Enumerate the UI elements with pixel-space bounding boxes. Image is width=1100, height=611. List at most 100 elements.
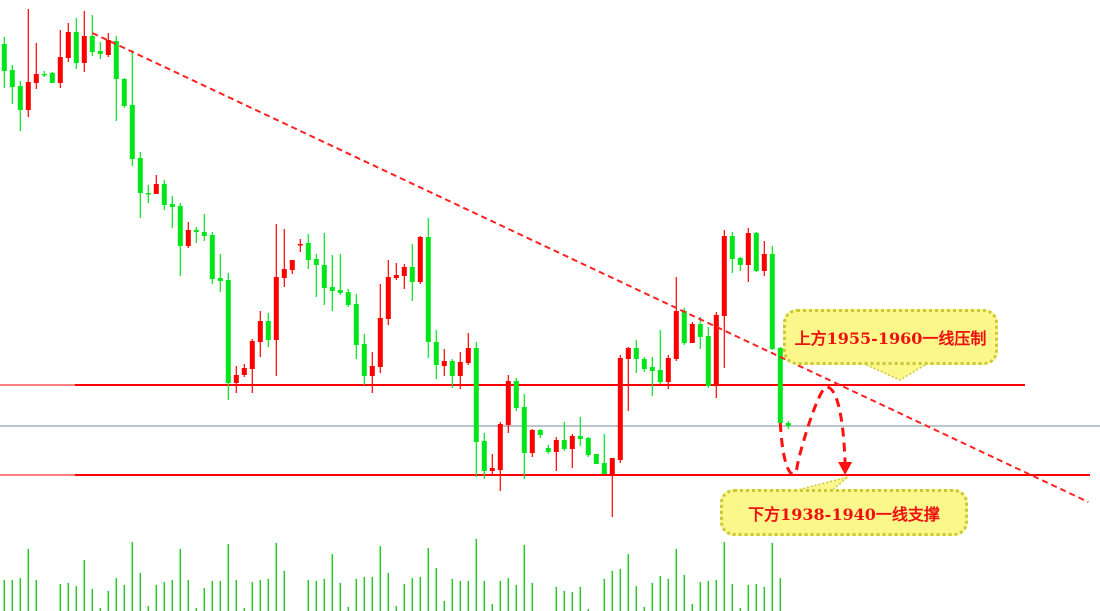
candle-up [689,324,695,343]
candle-up [249,341,255,369]
candle-down [577,436,583,439]
candle-down [9,70,15,87]
candle-up [297,244,303,246]
candle-up [377,318,383,367]
candle-up [233,375,239,383]
candle-down [1,44,7,71]
projected-arrow-icon [838,462,853,475]
candle-up [289,260,295,270]
candle-down [321,265,327,288]
candle-up [673,311,679,359]
candle-up [401,267,407,276]
candle-up [105,40,111,55]
candle-down [361,344,367,376]
candle-down [425,237,431,342]
candle-down [193,230,199,232]
candle-down [785,423,791,426]
support-callout-text: 下方1938-1940一线支撑 [748,504,940,524]
candle-down [97,51,103,54]
candle-up [529,430,535,453]
candle-down [161,184,167,205]
candle-down [737,258,743,265]
candle-down [681,311,687,343]
candle-down [777,348,783,423]
candle-down [177,206,183,246]
candle-down [345,292,351,305]
candle-up [489,468,495,471]
candle-up [625,348,631,359]
candle-up [385,277,391,319]
candle-down [585,438,591,455]
candle-up [81,36,87,63]
candle-up [457,362,463,376]
candle-up [369,366,375,376]
candle-down [265,321,271,340]
candle-up [721,236,727,316]
candle-up [153,184,159,194]
candle-down [49,73,55,83]
candle-down [209,235,215,279]
candle-down [433,342,439,365]
resistance-callout: 上方1955-1960一线压制 [783,309,998,365]
candle-down [201,232,207,236]
candle-up [553,440,559,452]
resistance-callout-tail [859,361,933,381]
candle-up [505,381,511,425]
candle-down [121,79,127,106]
candle-up [617,358,623,460]
candle-down [473,348,479,442]
candle-down [129,105,135,159]
candle-down [305,243,311,260]
candle-down [449,361,455,376]
candle-up [33,74,39,83]
candle-down [769,254,775,349]
support-callout: 下方1938-1940一线支撑 [720,489,968,536]
candle-up [281,269,287,278]
candle-up [441,361,447,366]
candle-down [601,463,607,474]
candle-down [657,370,663,382]
candle-up [57,57,63,83]
candle-down [513,381,519,408]
candle-down [705,336,711,386]
candle-down [697,324,703,337]
candle-up [393,275,399,278]
projected-path [778,385,847,476]
candle-down [41,74,47,76]
candle-down [225,280,231,383]
resistance-callout-text: 上方1955-1960一线压制 [794,329,987,348]
candle-up [273,277,279,340]
candle-down [753,233,759,271]
candle-up [609,458,615,474]
candle-down [409,267,415,282]
candle-down [545,448,551,452]
candle-up [497,424,503,470]
candle-down [313,259,319,265]
candle-up [713,315,719,386]
candle-down [17,86,23,110]
candle-up [25,82,31,110]
candle-up [745,233,751,265]
candle-up [257,321,263,342]
candle-up [65,32,71,58]
candle-down [649,367,655,371]
candle-down [217,278,223,281]
candle-down [113,41,119,79]
candle-up [761,254,767,271]
candle-down [641,359,647,369]
candle-down [353,304,359,345]
candle-down [137,158,143,193]
downtrend-line [91,32,1089,503]
candle-down [89,36,95,52]
candle-up [241,368,247,375]
candle-up [185,230,191,246]
candle-down [337,290,343,293]
candle-down [329,287,335,291]
candle-down [169,204,175,207]
candle-down [521,407,527,453]
candle-down [633,348,639,359]
candle-down [537,430,543,435]
candle-down [729,236,735,259]
candle-up [569,436,575,449]
